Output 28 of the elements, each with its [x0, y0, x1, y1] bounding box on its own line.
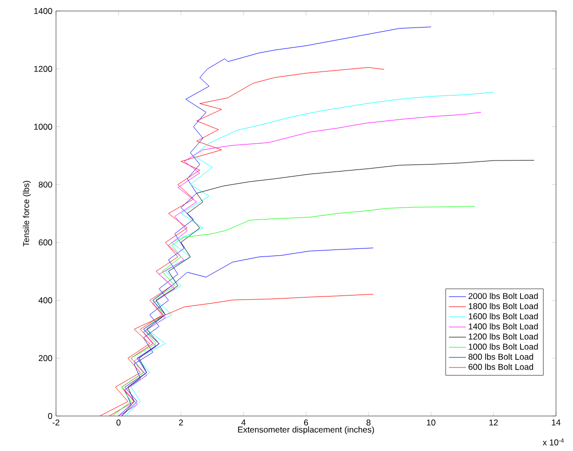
legend-label: 600 lbs Bolt Load [468, 364, 534, 370]
y-tick-label: 1200 [34, 66, 52, 72]
text: x 10$^{-4}$ [542, 438, 564, 446]
x-tick-label: 2 [179, 420, 183, 426]
legend-label: 2000 lbs Bolt Load [468, 292, 538, 300]
x-tick-label: 8 [366, 420, 370, 426]
x-tick-label: 0 [116, 420, 121, 426]
x-axis-title: Extensometer displacement (inches) [238, 426, 374, 434]
y-tick-label: 200 [38, 355, 52, 362]
y-tick-label: 400 [38, 297, 52, 304]
y-tick-label: 600 [38, 239, 52, 246]
x-tick-label: 6 [304, 420, 308, 426]
x-tick-label: -2 [52, 420, 60, 426]
x-tick-label: 12 [489, 420, 498, 426]
x-tick-label: 14 [552, 420, 560, 426]
legend-label: 1000 lbs Bolt Load [468, 343, 538, 350]
x-tick-label: 4 [241, 420, 246, 426]
y-tick-label: 1000 [34, 124, 52, 130]
legend-label: 800 lbs Bolt Load [468, 354, 534, 360]
y-tick-label: 0 [48, 413, 52, 419]
legend-label: 1600 lbs Bolt Load [468, 313, 538, 320]
legend-label: 1400 lbs Bolt Load [468, 323, 538, 330]
legend-label: 1800 lbs Bolt Load [468, 302, 538, 310]
y-tick-label: 800 [38, 182, 52, 188]
y-axis-title: Tensile force (lbs) [22, 180, 31, 246]
legend-label: 1200 lbs Bolt Load [468, 333, 538, 340]
y-tick-label: 1400 [34, 8, 52, 14]
x-tick-label: 10 [426, 420, 436, 426]
